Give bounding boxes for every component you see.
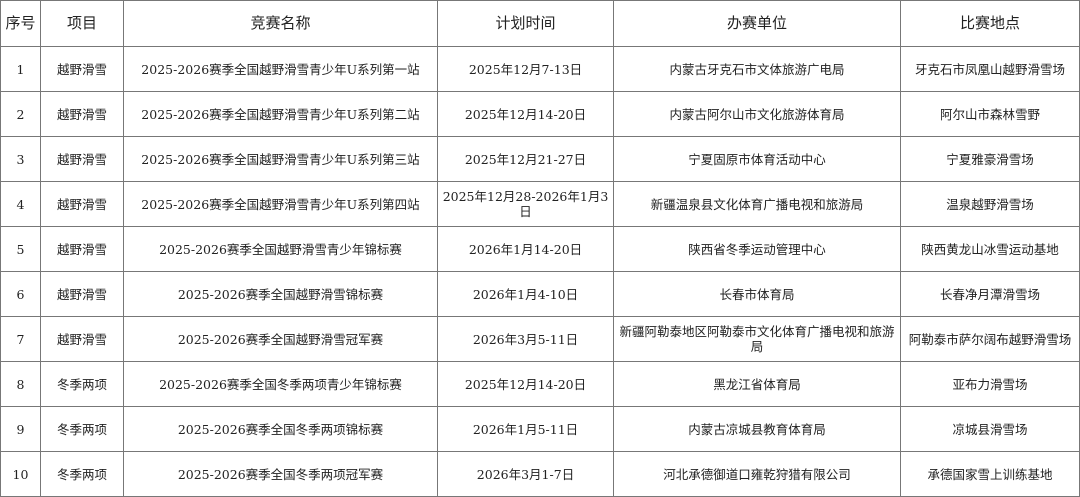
cell-index: 9 <box>0 406 41 452</box>
cell-organizer: 内蒙古牙克石市文体旅游广电局 <box>613 46 901 92</box>
table-row: 7 越野滑雪 2025-2026赛季全国越野滑雪冠军赛 2026年3月5-11日 新疆阿… <box>0 316 1080 362</box>
cell-competition-name: 2025-2026赛季全国越野滑雪青少年锦标赛 <box>123 226 438 272</box>
cell-sport: 越野滑雪 <box>40 271 124 317</box>
header-venue: 比赛地点 <box>900 0 1080 47</box>
cell-competition-name: 2025-2026赛季全国冬季两项锦标赛 <box>123 406 438 452</box>
cell-venue: 亚布力滑雪场 <box>900 361 1080 407</box>
cell-competition-name: 2025-2026赛季全国越野滑雪青少年U系列第四站 <box>123 181 438 227</box>
cell-index: 6 <box>0 271 41 317</box>
cell-schedule: 2025年12月14-20日 <box>437 361 614 407</box>
cell-schedule: 2026年1月4-10日 <box>437 271 614 317</box>
cell-organizer: 新疆温泉县文化体育广播电视和旅游局 <box>613 181 901 227</box>
cell-schedule: 2025年12月21-27日 <box>437 136 614 182</box>
cell-venue: 阿勒泰市萨尔阔布越野滑雪场 <box>900 316 1080 362</box>
header-row: 序号 项目 竞赛名称 计划时间 办赛单位 比赛地点 <box>0 0 1080 47</box>
cell-competition-name: 2025-2026赛季全国冬季两项青少年锦标赛 <box>123 361 438 407</box>
cell-venue: 牙克石市凤凰山越野滑雪场 <box>900 46 1080 92</box>
cell-organizer: 内蒙古凉城县教育体育局 <box>613 406 901 452</box>
cell-sport: 冬季两项 <box>40 451 124 497</box>
table-row: 10 冬季两项 2025-2026赛季全国冬季两项冠军赛 2026年3月1-7日 河北承… <box>0 451 1080 497</box>
cell-schedule: 2025年12月7-13日 <box>437 46 614 92</box>
cell-schedule: 2026年1月14-20日 <box>437 226 614 272</box>
table-row: 9 冬季两项 2025-2026赛季全国冬季两项锦标赛 2026年1月5-11日 内蒙古… <box>0 406 1080 452</box>
cell-venue: 承德国家雪上训练基地 <box>900 451 1080 497</box>
cell-venue: 长春净月潭滑雪场 <box>900 271 1080 317</box>
cell-competition-name: 2025-2026赛季全国越野滑雪青少年U系列第一站 <box>123 46 438 92</box>
cell-sport: 越野滑雪 <box>40 316 124 362</box>
cell-organizer: 河北承德御道口雍乾狩猎有限公司 <box>613 451 901 497</box>
cell-venue: 温泉越野滑雪场 <box>900 181 1080 227</box>
cell-index: 7 <box>0 316 41 362</box>
cell-sport: 冬季两项 <box>40 406 124 452</box>
table-row: 5 越野滑雪 2025-2026赛季全国越野滑雪青少年锦标赛 2026年1月14-20… <box>0 226 1080 272</box>
header-competition-name: 竞赛名称 <box>123 0 438 47</box>
table-row: 6 越野滑雪 2025-2026赛季全国越野滑雪锦标赛 2026年1月4-10日 长春市… <box>0 271 1080 317</box>
table-row: 1 越野滑雪 2025-2026赛季全国越野滑雪青少年U系列第一站 2025年12月7… <box>0 46 1080 92</box>
cell-sport: 越野滑雪 <box>40 136 124 182</box>
cell-sport: 越野滑雪 <box>40 91 124 137</box>
cell-competition-name: 2025-2026赛季全国越野滑雪锦标赛 <box>123 271 438 317</box>
cell-competition-name: 2025-2026赛季全国冬季两项冠军赛 <box>123 451 438 497</box>
cell-schedule: 2026年3月5-11日 <box>437 316 614 362</box>
table-row: 4 越野滑雪 2025-2026赛季全国越野滑雪青少年U系列第四站 2025年12月2… <box>0 181 1080 227</box>
cell-organizer: 新疆阿勒泰地区阿勒泰市文化体育广播电视和旅游局 <box>613 316 901 362</box>
cell-venue: 凉城县滑雪场 <box>900 406 1080 452</box>
cell-schedule: 2026年3月1-7日 <box>437 451 614 497</box>
cell-schedule: 2026年1月5-11日 <box>437 406 614 452</box>
cell-index: 8 <box>0 361 41 407</box>
cell-venue: 陕西黄龙山冰雪运动基地 <box>900 226 1080 272</box>
table-row: 8 冬季两项 2025-2026赛季全国冬季两项青少年锦标赛 2025年12月14-2… <box>0 361 1080 407</box>
header-index: 序号 <box>0 0 41 47</box>
cell-schedule: 2025年12月28-2026年1月3日 <box>437 181 614 227</box>
cell-index: 5 <box>0 226 41 272</box>
cell-sport: 越野滑雪 <box>40 46 124 92</box>
table-row: 3 越野滑雪 2025-2026赛季全国越野滑雪青少年U系列第三站 2025年12月2… <box>0 136 1080 182</box>
cell-venue: 阿尔山市森林雪野 <box>900 91 1080 137</box>
table-row: 2 越野滑雪 2025-2026赛季全国越野滑雪青少年U系列第二站 2025年12月1… <box>0 91 1080 137</box>
cell-venue: 宁夏雅豪滑雪场 <box>900 136 1080 182</box>
cell-competition-name: 2025-2026赛季全国越野滑雪青少年U系列第二站 <box>123 91 438 137</box>
cell-competition-name: 2025-2026赛季全国越野滑雪冠军赛 <box>123 316 438 362</box>
cell-index: 3 <box>0 136 41 182</box>
cell-organizer: 黑龙江省体育局 <box>613 361 901 407</box>
cell-index: 4 <box>0 181 41 227</box>
cell-sport: 冬季两项 <box>40 361 124 407</box>
cell-index: 1 <box>0 46 41 92</box>
cell-index: 2 <box>0 91 41 137</box>
cell-organizer: 长春市体育局 <box>613 271 901 317</box>
header-organizer: 办赛单位 <box>613 0 901 47</box>
cell-sport: 越野滑雪 <box>40 226 124 272</box>
cell-organizer: 内蒙古阿尔山市文化旅游体育局 <box>613 91 901 137</box>
cell-organizer: 宁夏固原市体育活动中心 <box>613 136 901 182</box>
cell-schedule: 2025年12月14-20日 <box>437 91 614 137</box>
cell-organizer: 陕西省冬季运动管理中心 <box>613 226 901 272</box>
header-sport: 项目 <box>40 0 124 47</box>
cell-index: 10 <box>0 451 41 497</box>
header-schedule: 计划时间 <box>437 0 614 47</box>
cell-competition-name: 2025-2026赛季全国越野滑雪青少年U系列第三站 <box>123 136 438 182</box>
cell-sport: 越野滑雪 <box>40 181 124 227</box>
